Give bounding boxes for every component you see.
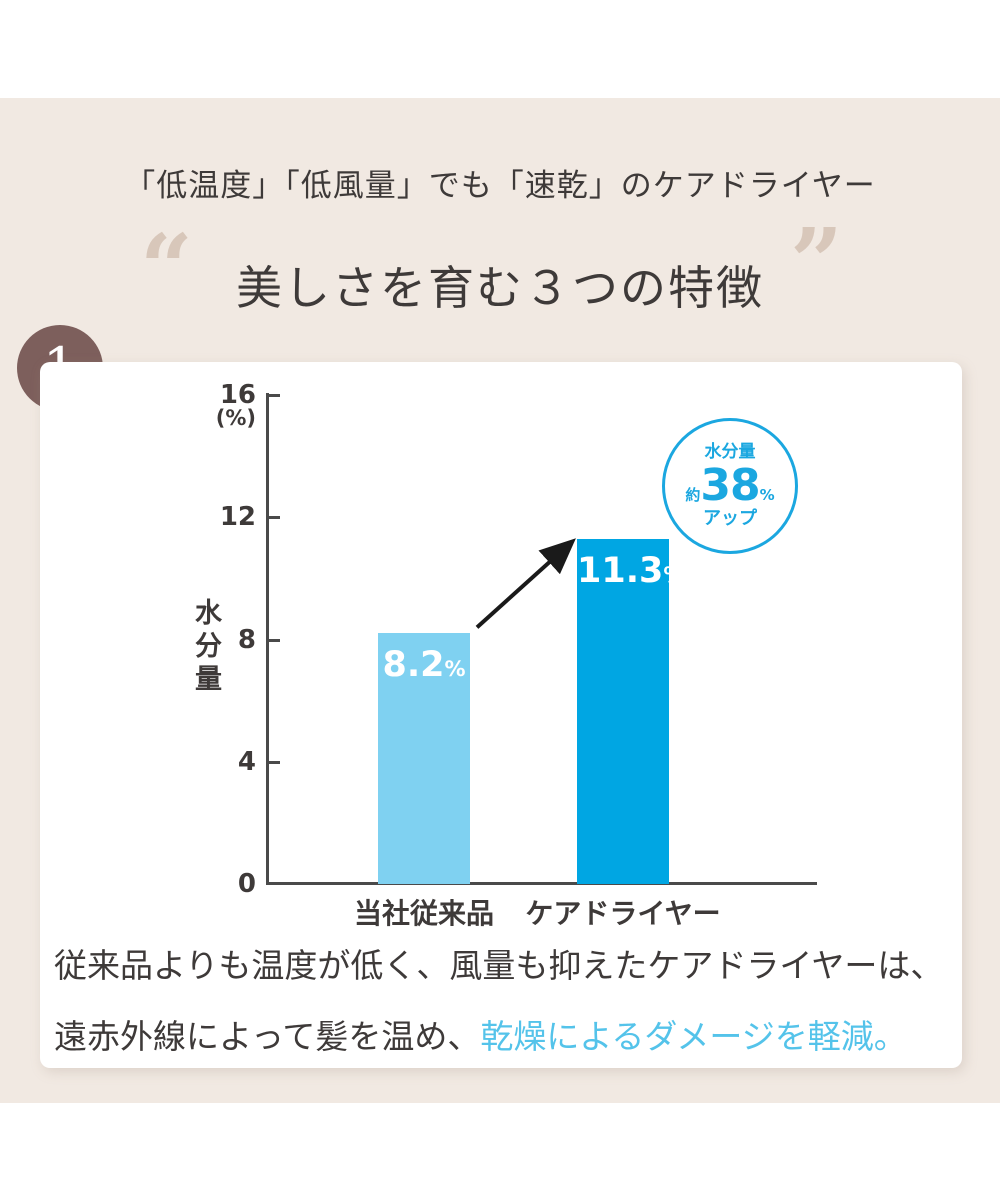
x-category-label: ケアドライヤー bbox=[525, 897, 721, 930]
x-category-label: 当社従来品 bbox=[353, 897, 494, 930]
badge-value: 38 bbox=[700, 460, 760, 512]
y-axis-unit-label: (%) bbox=[215, 406, 256, 430]
open-quote-mark: “ bbox=[140, 214, 193, 322]
badge-suffix: % bbox=[759, 486, 775, 505]
y-tick-label: 12 bbox=[219, 502, 256, 533]
caption-line2-highlight: 乾燥によるダメージを軽減。 bbox=[480, 1017, 907, 1056]
bar-value-label: 11.3% bbox=[577, 550, 685, 591]
badge-line3: アップ bbox=[703, 508, 757, 530]
badge-value-line: 約38% bbox=[685, 464, 774, 508]
y-tick-label: 0 bbox=[237, 869, 256, 899]
close-quote-mark: ” bbox=[790, 208, 843, 316]
caption-line1: 従来品よりも温度が低く、風量も抑えたケアドライヤーは、 bbox=[54, 946, 944, 985]
moisture-increase-badge: 水分量 約38% アップ bbox=[662, 418, 798, 554]
badge-line1: 水分量 bbox=[704, 441, 756, 462]
bar-1: 8.2% bbox=[378, 633, 470, 884]
chart-card: (%) 水分量 水分量 約38% アップ 0 4 8 12 16 8.2% 当社従来品 11.… bbox=[40, 362, 962, 1068]
y-axis-line bbox=[266, 393, 269, 885]
badge-prefix: 約 bbox=[685, 486, 701, 505]
bar-chart: (%) 水分量 水分量 約38% アップ 0 4 8 12 16 8.2% 当社従来品 11.… bbox=[40, 362, 962, 1068]
y-tick-mark bbox=[269, 516, 280, 520]
y-tick-label: 4 bbox=[237, 746, 256, 777]
bar-2: 11.3% bbox=[577, 538, 685, 884]
bar-value-label: 8.2% bbox=[382, 645, 466, 686]
caption-line2: 遠赤外線によって髪を温め、乾燥によるダメージを軽減。 bbox=[54, 1001, 962, 1072]
y-tick-mark bbox=[269, 638, 280, 642]
caption-line2-dark: 遠赤外線によって髪を温め、 bbox=[54, 1017, 481, 1056]
caption: 従来品よりも温度が低く、風量も抑えたケアドライヤーは、 遠赤外線によって髪を温め… bbox=[54, 930, 962, 1072]
y-tick-label: 8 bbox=[237, 624, 256, 655]
y-axis-title: 水分量 bbox=[190, 598, 221, 697]
y-tick-label: 16 bbox=[219, 380, 256, 410]
header-subtitle: 「低温度」「低風量」でも「速乾」のケアドライヤー bbox=[124, 168, 876, 204]
x-axis-line bbox=[266, 882, 817, 885]
y-tick-mark bbox=[269, 394, 280, 397]
y-tick-mark bbox=[269, 760, 280, 764]
page-title: 美しさを育む３つの特徴 bbox=[236, 261, 764, 315]
